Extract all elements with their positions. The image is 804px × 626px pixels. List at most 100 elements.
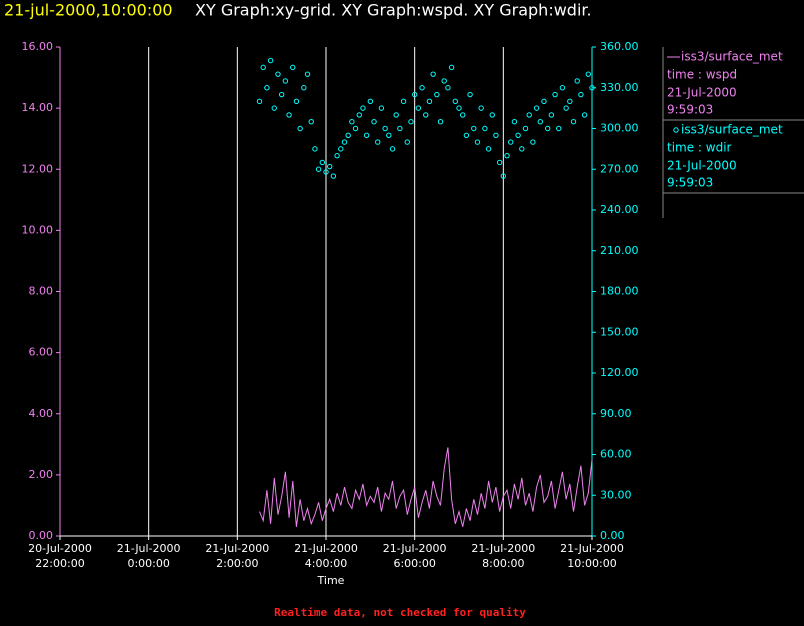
legend-label: time : wspd <box>667 68 737 82</box>
scatter-point <box>467 91 473 98</box>
scatter-point <box>489 112 495 118</box>
scatter-point <box>452 98 459 105</box>
y2-tick-label: 270.00 <box>600 162 639 175</box>
legend-name: iss3/surface_met <box>681 50 783 64</box>
scatter-point <box>397 125 403 132</box>
scatter-point <box>441 78 447 84</box>
legend-date: 21-Jul-2000 <box>667 159 737 173</box>
scatter-point <box>448 64 455 71</box>
scatter-point <box>297 125 303 132</box>
y-tick-label: 12.00 <box>22 162 54 175</box>
scatter-point <box>352 125 359 132</box>
scatter-point <box>264 85 270 91</box>
legend-time: 9:59:03 <box>667 103 713 117</box>
scatter-point <box>478 105 484 111</box>
scatter-point <box>482 125 488 132</box>
scatter-point <box>256 98 263 105</box>
legend-time: 9:59:03 <box>667 176 713 190</box>
scatter-point <box>544 125 551 132</box>
scatter-point <box>541 98 547 105</box>
y2-tick-label: 210.00 <box>600 244 639 257</box>
scatter-point <box>389 146 396 152</box>
scatter-point <box>315 166 322 172</box>
scatter-point <box>508 139 514 145</box>
scatter-point <box>334 152 340 159</box>
y2-tick-label: 30.00 <box>600 488 632 501</box>
scatter-point <box>526 112 532 118</box>
y-tick-label: 10.00 <box>22 223 54 236</box>
scatter-point <box>515 132 521 138</box>
scatter-point <box>382 125 388 132</box>
scatter-point <box>411 91 418 98</box>
y2-tick-label: 300.00 <box>600 122 639 135</box>
scatter-point <box>267 57 274 64</box>
y2-tick-label: 60.00 <box>600 448 632 461</box>
scatter-point <box>552 91 558 98</box>
scatter-point <box>356 112 362 118</box>
scatter-point <box>319 159 326 166</box>
scatter-point <box>430 71 436 77</box>
scatter-point <box>286 112 292 118</box>
legend-name: iss3/surface_met <box>681 123 783 137</box>
y-tick-label: 8.00 <box>29 285 54 298</box>
scatter-point <box>578 91 584 98</box>
scatter-point <box>360 105 366 111</box>
scatter-point <box>559 85 566 91</box>
y2-tick-label: 0.00 <box>600 529 625 542</box>
scatter-point <box>308 119 314 125</box>
scatter-point <box>290 64 296 71</box>
x-tick-label: 21-Jul-2000 10:00:00 <box>560 542 624 570</box>
scatter-point <box>271 105 277 111</box>
y2-tick-label: 330.00 <box>600 81 639 94</box>
scatter-point <box>363 132 370 138</box>
scatter-point <box>530 139 536 145</box>
scatter-point <box>393 112 399 118</box>
scatter-point <box>341 139 348 145</box>
scatter-point <box>367 98 374 105</box>
scatter-point <box>519 146 525 152</box>
series-line <box>259 447 593 527</box>
scatter-point <box>260 64 266 71</box>
scatter-point <box>585 71 592 77</box>
scatter-point <box>445 85 451 91</box>
scatter-point <box>537 119 543 125</box>
scatter-point <box>570 119 577 125</box>
title-time: 21-jul-2000,10:00:00 <box>4 1 173 20</box>
scatter-point <box>474 139 481 145</box>
scatter-point <box>419 85 425 91</box>
scatter-point <box>471 125 477 132</box>
y-tick-label: 6.00 <box>29 346 54 359</box>
scatter-point <box>301 85 307 91</box>
scatter-point <box>349 119 355 125</box>
scatter-point <box>493 132 499 138</box>
footer: Realtime data, not checked for quality <box>274 606 526 619</box>
scatter-point <box>556 125 562 132</box>
y-tick-label: 0.00 <box>29 529 54 542</box>
scatter-point <box>312 146 318 152</box>
legend-date: 21-Jul-2000 <box>667 86 737 100</box>
scatter-point <box>434 91 440 98</box>
scatter-point <box>293 98 300 105</box>
y-tick-label: 16.00 <box>22 40 54 53</box>
y2-tick-label: 240.00 <box>600 203 639 216</box>
scatter-point <box>496 159 503 166</box>
scatter-point <box>408 119 414 125</box>
chart-title: XY Graph:xy-grid. XY Graph:wspd. XY Grap… <box>195 1 592 20</box>
x-tick-label: 21-Jul-2000 0:00:00 <box>116 542 181 570</box>
x-tick-label: 21-Jul-2000 8:00:00 <box>471 542 536 570</box>
scatter-point <box>275 71 281 77</box>
scatter-point <box>567 98 573 105</box>
scatter-point <box>522 125 529 132</box>
x-tick-label: 20-Jul-2000 22:00:00 <box>28 542 92 570</box>
scatter-point <box>386 132 392 138</box>
scatter-point <box>371 119 377 125</box>
scatter-point <box>589 85 595 91</box>
scatter-point <box>375 139 381 145</box>
y2-tick-label: 120.00 <box>600 366 639 379</box>
scatter-point <box>338 146 344 152</box>
legend-swatch <box>673 127 679 133</box>
y2-tick-label: 180.00 <box>600 285 639 298</box>
scatter-point <box>581 112 588 118</box>
